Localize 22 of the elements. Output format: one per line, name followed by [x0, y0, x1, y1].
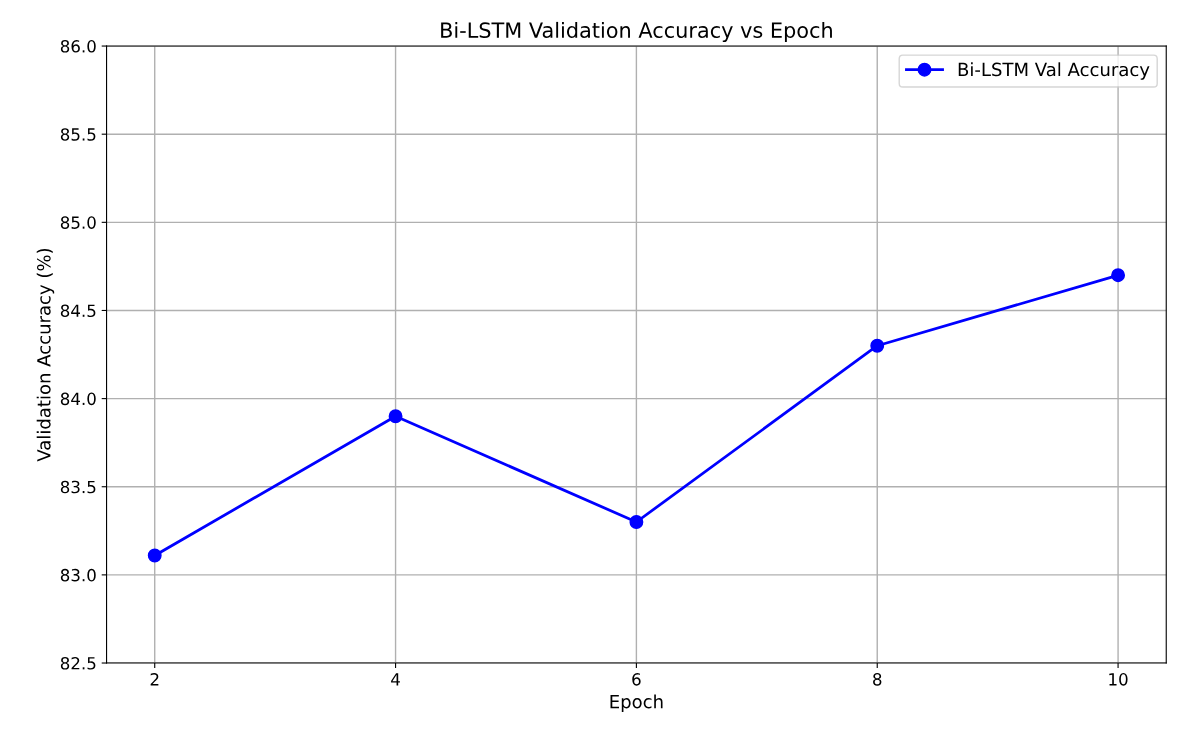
- x-axis-title: Epoch: [610, 694, 663, 712]
- y-axis-title: Validation Accuracy (%): [36, 248, 55, 462]
- point: [388, 409, 403, 424]
- y-tick-label: 84.0: [60, 392, 96, 406]
- point: [629, 515, 644, 529]
- y-tick-label: 86.0: [60, 40, 96, 53]
- chart-title: Bi-LSTM Validation Accuracy vs Epoch: [441, 21, 832, 43]
- point: [147, 548, 162, 563]
- y-tick-label: 84.5: [60, 304, 96, 318]
- x-tick-label: 4: [391, 673, 400, 686]
- legend-label: Bi-LSTM Val Accuracy: [958, 62, 1150, 80]
- point: [1111, 268, 1126, 283]
- x-tick-label: 10: [1109, 673, 1128, 686]
- y-tick-label: 85.0: [60, 216, 96, 229]
- y-tick-label: 83.0: [60, 568, 96, 582]
- y-tick-label: 85.5: [60, 128, 96, 141]
- x-tick-label: 8: [873, 673, 882, 686]
- x-tick-label: 6: [632, 673, 641, 686]
- point: [870, 338, 885, 353]
- y-tick-label: 83.5: [60, 480, 96, 494]
- x-tick-label: 2: [150, 673, 159, 686]
- y-tick-label: 82.5: [60, 656, 96, 670]
